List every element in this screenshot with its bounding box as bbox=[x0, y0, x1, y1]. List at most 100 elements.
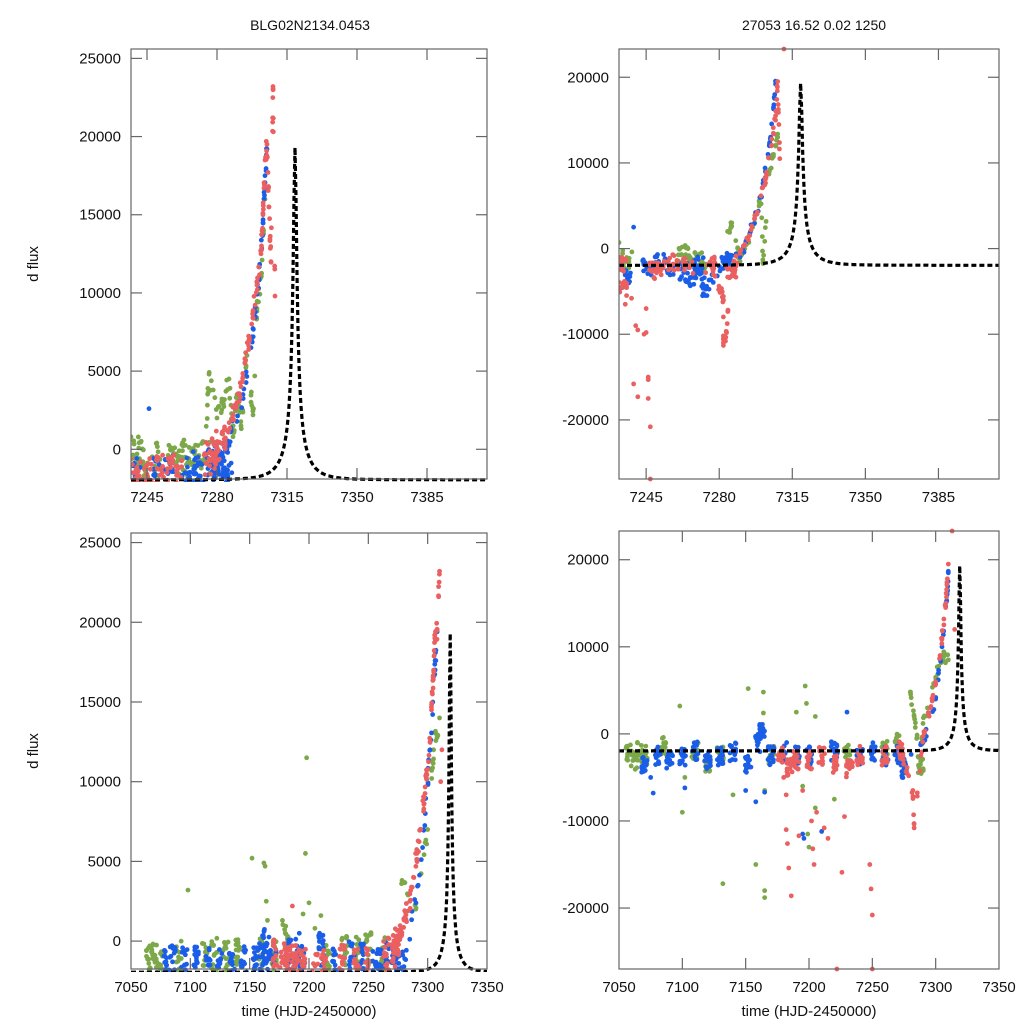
data-point bbox=[260, 220, 266, 226]
data-point bbox=[427, 747, 433, 753]
data-point bbox=[680, 758, 685, 763]
data-point bbox=[760, 185, 766, 191]
data-point bbox=[911, 821, 917, 826]
data-point bbox=[238, 384, 244, 390]
data-point bbox=[724, 321, 730, 327]
data-point bbox=[912, 725, 918, 730]
data-point bbox=[770, 130, 776, 136]
data-point bbox=[899, 773, 905, 779]
data-point bbox=[204, 416, 210, 421]
data-point bbox=[941, 649, 947, 655]
data-point bbox=[773, 117, 778, 123]
data-point bbox=[941, 616, 947, 622]
data-point bbox=[386, 936, 392, 942]
data-point bbox=[434, 626, 440, 632]
data-point bbox=[203, 953, 209, 959]
data-point bbox=[261, 180, 267, 186]
data-point bbox=[342, 955, 348, 961]
data-point bbox=[720, 297, 726, 303]
plot-area bbox=[143, 568, 445, 985]
data-point bbox=[793, 744, 798, 750]
data-point bbox=[227, 395, 233, 401]
data-point bbox=[426, 759, 431, 765]
data-point bbox=[729, 268, 735, 274]
data-point bbox=[831, 761, 837, 767]
data-point bbox=[364, 951, 370, 957]
data-point bbox=[350, 972, 355, 977]
data-point bbox=[213, 461, 219, 467]
data-point bbox=[149, 947, 155, 953]
data-point bbox=[262, 863, 268, 869]
data-point bbox=[819, 762, 825, 767]
data-point bbox=[760, 248, 765, 254]
data-point bbox=[844, 709, 850, 715]
x-tick-label: 7300 bbox=[919, 979, 952, 996]
data-point bbox=[179, 464, 184, 470]
data-point bbox=[166, 455, 172, 461]
data-point bbox=[223, 468, 228, 473]
data-point bbox=[743, 788, 749, 793]
plot-area bbox=[619, 46, 787, 482]
data-point bbox=[147, 456, 153, 461]
y-axis-label: d flux bbox=[25, 246, 42, 282]
data-point bbox=[164, 484, 169, 489]
data-point bbox=[205, 442, 211, 447]
data-point bbox=[325, 948, 331, 954]
data-point bbox=[880, 740, 886, 746]
data-point bbox=[944, 579, 950, 585]
data-point bbox=[883, 743, 889, 749]
data-point bbox=[677, 703, 683, 709]
data-point bbox=[227, 425, 233, 431]
data-point bbox=[944, 594, 949, 600]
data-point bbox=[939, 641, 945, 647]
data-point bbox=[220, 401, 226, 407]
data-point bbox=[793, 709, 799, 715]
data-point bbox=[771, 102, 777, 108]
data-point bbox=[243, 357, 249, 363]
data-point bbox=[659, 735, 665, 741]
data-point bbox=[248, 392, 254, 398]
data-point bbox=[233, 959, 238, 965]
data-point bbox=[825, 835, 831, 841]
data-point bbox=[629, 249, 635, 255]
data-point bbox=[403, 980, 408, 985]
data-point bbox=[293, 943, 299, 948]
data-point bbox=[694, 757, 700, 763]
data-point bbox=[186, 445, 192, 450]
data-point bbox=[237, 391, 242, 397]
data-point bbox=[635, 757, 641, 763]
data-point bbox=[667, 757, 673, 763]
data-point bbox=[695, 256, 701, 262]
data-point bbox=[219, 951, 225, 956]
data-point bbox=[430, 712, 436, 717]
data-point bbox=[131, 441, 137, 447]
data-point bbox=[414, 859, 420, 865]
data-point bbox=[720, 759, 725, 765]
data-point bbox=[816, 760, 822, 765]
data-point bbox=[725, 309, 731, 315]
data-point bbox=[267, 245, 273, 251]
data-point bbox=[711, 256, 717, 262]
model-curve bbox=[619, 83, 999, 267]
data-point bbox=[270, 87, 276, 93]
data-point bbox=[945, 652, 951, 658]
data-point bbox=[352, 948, 357, 953]
panel-bottom-left: 7050 7100 7150 7200 7250 7300 7350 0 5000 10000 15… bbox=[25, 532, 504, 1020]
data-point bbox=[257, 946, 262, 951]
data-point bbox=[745, 753, 751, 759]
data-point bbox=[300, 958, 306, 963]
x-tick-label: 7150 bbox=[729, 979, 762, 996]
data-point bbox=[752, 216, 757, 222]
data-point bbox=[869, 756, 875, 762]
data-point bbox=[320, 961, 326, 966]
data-point bbox=[260, 200, 266, 206]
data-point bbox=[233, 942, 239, 948]
data-point bbox=[407, 936, 413, 942]
x-tick-label: 7100 bbox=[174, 979, 207, 996]
x-tick-label: 7200 bbox=[792, 979, 825, 996]
data-point bbox=[185, 464, 190, 470]
data-point bbox=[800, 783, 806, 789]
data-point bbox=[625, 757, 631, 763]
data-point bbox=[648, 775, 654, 780]
data-point bbox=[297, 971, 299, 972]
